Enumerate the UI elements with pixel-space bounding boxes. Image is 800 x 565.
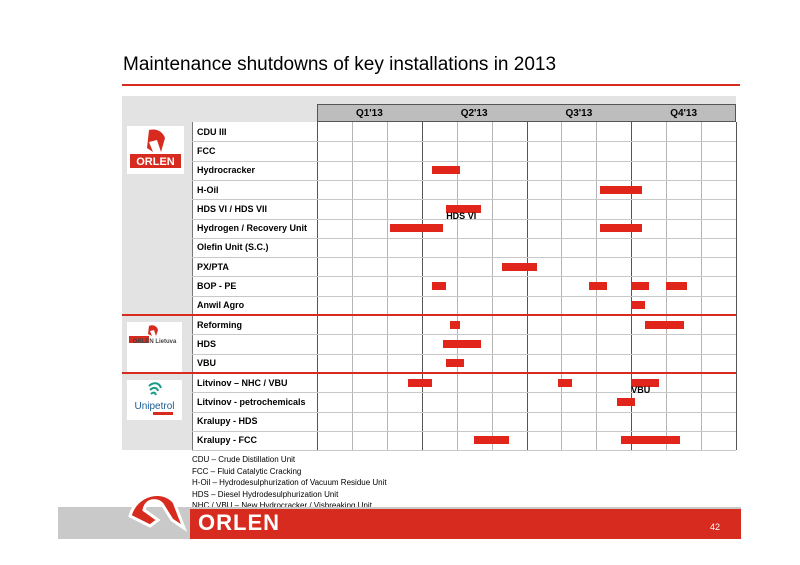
- shutdown-bar: [557, 378, 572, 387]
- footer-orlen-emblem: [122, 486, 194, 542]
- row-label: Kralupy - HDS: [197, 416, 258, 427]
- row-label: PX/PTA: [197, 261, 229, 272]
- grid-hline: [192, 179, 736, 181]
- grid-hline: [192, 334, 736, 336]
- company-separator: [122, 371, 736, 374]
- orlen-logo-text: ORLEN: [136, 156, 175, 168]
- shutdown-bar: [631, 301, 646, 310]
- shutdown-bar: [666, 282, 688, 291]
- shutdown-bar: [432, 282, 447, 291]
- grid-hline: [192, 199, 736, 201]
- row-label: Reforming: [197, 319, 242, 330]
- grid-vline: [351, 122, 353, 450]
- orlen-logo: ORLEN: [127, 126, 184, 174]
- shutdown-bar: [390, 224, 443, 233]
- shutdown-bar: [432, 166, 461, 175]
- grid-hline: [192, 237, 736, 239]
- unipetrol-logo: Unipetrol: [127, 380, 182, 420]
- bar-annotation: HDS VI: [446, 210, 477, 221]
- abbreviation-legend: CDU – Crude Distillation Unit FCC – Flui…: [192, 454, 387, 512]
- row-label: BOP - PE: [197, 281, 237, 292]
- shutdown-bar: [446, 359, 464, 368]
- grid-hline: [192, 295, 736, 297]
- row-label: Litvinov – NHC / VBU: [197, 377, 288, 388]
- quarter-header: [317, 104, 736, 122]
- page-number: 42: [710, 522, 721, 532]
- quarter-label: Q4'13: [670, 108, 698, 119]
- footer-logo-text: ORLEN: [198, 510, 280, 535]
- row-label: VBU: [197, 358, 217, 369]
- grid-vline: [491, 122, 493, 450]
- grid-vline: [386, 122, 388, 450]
- grid-hline: [192, 411, 736, 413]
- row-label: CDU III: [197, 126, 227, 137]
- row-label: Hydrogen / Recovery Unit: [197, 223, 308, 234]
- shutdown-bar: [620, 436, 681, 445]
- row-label: HDS VI / HDS VII: [197, 203, 268, 214]
- orlen-lietuva-logo-text: ORLEN Lietuva: [133, 339, 177, 345]
- quarter-label: Q3'13: [565, 108, 593, 119]
- company-separator: [122, 314, 736, 316]
- legend-item: H-Oil – Hydrodesulphurization of Vacuum …: [192, 478, 387, 487]
- row-label: Hydrocracker: [197, 165, 256, 176]
- shutdown-bar: [589, 282, 607, 291]
- row-label: Olefin Unit (S.C.): [197, 242, 269, 253]
- quarter-label: Q1'13: [355, 108, 383, 119]
- grid-vline: [421, 122, 423, 450]
- grid-vline: [701, 122, 703, 450]
- grid-hline: [192, 430, 736, 432]
- shutdown-bar: [631, 282, 649, 291]
- row-label: Anwil Agro: [197, 300, 245, 311]
- page-title: Maintenance shutdowns of key installatio…: [123, 54, 557, 75]
- row-label: Kralupy - FCC: [197, 435, 258, 446]
- shutdown-bar: [631, 378, 660, 387]
- legend-item: FCC – Fluid Catalytic Cracking: [192, 466, 302, 476]
- title-rule: [122, 84, 740, 86]
- grid-vline: [736, 122, 737, 450]
- row-label: H-Oil: [197, 184, 219, 195]
- grid-hline: [192, 276, 736, 278]
- grid-hline: [192, 160, 736, 162]
- shutdown-bar: [442, 339, 482, 348]
- shutdown-bar: [502, 262, 537, 271]
- grid-hline: [192, 392, 736, 394]
- quarter-label: Q2'13: [460, 108, 488, 119]
- legend-item: NHC / VBU – New Hydrocracker / Visbreaki…: [192, 501, 372, 510]
- grid-hline: [192, 353, 736, 355]
- shutdown-bar: [407, 378, 433, 387]
- shutdown-bar: [599, 224, 642, 233]
- grid-vline: [456, 122, 458, 450]
- unipetrol-logo-text: Unipetrol: [134, 401, 174, 412]
- row-label: FCC: [197, 145, 216, 156]
- shutdown-bar: [599, 185, 642, 194]
- footer-red-band: [190, 509, 741, 539]
- grid-hline: [192, 257, 736, 259]
- row-label: Litvinov - petrochemicals: [197, 396, 306, 407]
- grid-vline: [526, 122, 528, 450]
- grid-hline: [192, 141, 736, 143]
- shutdown-bar: [449, 320, 461, 329]
- grid-hline: [192, 450, 736, 452]
- row-label: HDS: [197, 338, 217, 349]
- shutdown-bar: [474, 436, 510, 445]
- shutdown-bar: [617, 397, 635, 406]
- grid-vline: [561, 122, 563, 450]
- legend-item: CDU – Crude Distillation Unit: [192, 455, 296, 464]
- shutdown-bar: [446, 204, 482, 213]
- legend-item: HDS – Diesel Hydrodesulphurization Unit: [192, 489, 339, 499]
- shutdown-bar: [645, 320, 684, 329]
- orlen-lietuva-logo: ORLEN Lietuva: [127, 322, 182, 372]
- bar-annotation: VBU: [631, 384, 651, 395]
- grid-vline: [192, 122, 193, 450]
- grid-vline: [317, 122, 318, 450]
- grid-hline: [192, 218, 736, 220]
